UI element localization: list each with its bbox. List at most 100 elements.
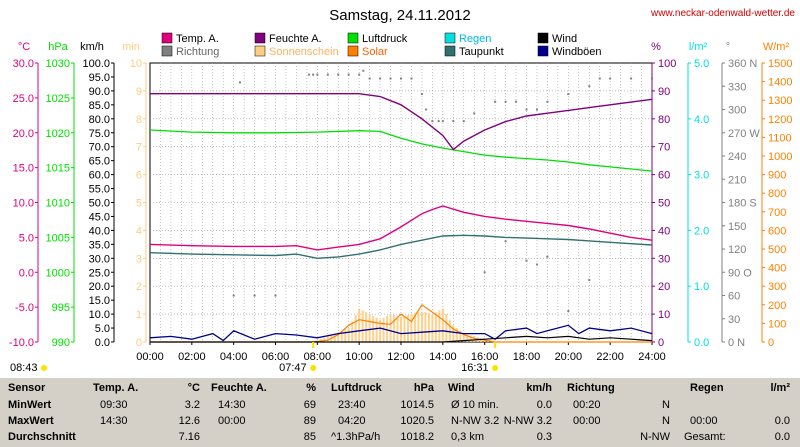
- sunshine-bar: [354, 315, 357, 342]
- wind-axis-unit: km/h: [80, 41, 104, 53]
- sunshine-bar: [393, 315, 396, 342]
- sunshine-bar: [333, 333, 336, 342]
- site-url: www.neckar-odenwald-wetter.de: [650, 8, 795, 19]
- humidity-axis-label: 10: [658, 309, 670, 321]
- direction-axis-label: 90 O: [728, 267, 752, 279]
- header-humidity-unit: %: [306, 382, 316, 394]
- direction-point: [420, 93, 423, 95]
- solar-axis-label: 1200: [768, 114, 792, 126]
- x-tick-label: 06:00: [262, 351, 290, 363]
- direction-point: [651, 77, 653, 80]
- direction-point: [525, 108, 528, 111]
- row-humidity-value: 89: [303, 415, 316, 427]
- wind-axis-label: 95.0: [89, 72, 110, 84]
- pressure-axis-label: 1010: [46, 198, 70, 210]
- legend-label: Sonnenschein: [269, 46, 339, 58]
- temp-axis-label: 15.0: [13, 163, 34, 175]
- sunshine-axis-label: 10: [130, 58, 142, 70]
- chart-title: Samstag, 24.11.2012: [329, 7, 471, 24]
- row-direction-time: 00:00: [573, 415, 601, 427]
- sunshine-bar: [337, 332, 340, 342]
- sunshine-bar: [344, 329, 347, 342]
- row-pressure-value: 1020.5: [400, 415, 434, 427]
- legend-label: Taupunkt: [459, 46, 504, 58]
- weather-chart: Samstag, 24.11.2012 www.neckar-odenwald-w…: [9, 7, 796, 374]
- row-humidity-time: 14:30: [218, 399, 246, 411]
- solar-axis-label: 700: [768, 207, 786, 219]
- sunshine-axis-label: 6: [136, 170, 142, 182]
- temp-axis-label: -5.0: [15, 302, 34, 314]
- pressure-axis-label: 1030: [46, 58, 70, 70]
- x-tick-label: 18:00: [513, 351, 541, 363]
- sunshine-bar: [469, 335, 472, 342]
- header-rain-unit: l/m²: [770, 382, 790, 394]
- sunshine-bar: [365, 312, 368, 342]
- sunshine-bar: [413, 313, 416, 342]
- pressure-axis-label: 1005: [46, 232, 70, 244]
- direction-point: [546, 255, 549, 258]
- row-label: Durchschnitt: [8, 431, 76, 443]
- direction-point: [274, 294, 277, 297]
- rain-axis-label: 2.0: [694, 225, 709, 237]
- sunshine-bar: [462, 333, 465, 342]
- wind-axis-label: 35.0: [89, 239, 110, 251]
- sunshine-bar: [326, 336, 329, 342]
- solar-axis-label: 900: [768, 170, 786, 182]
- direction-point: [379, 77, 382, 80]
- direction-point: [316, 73, 319, 76]
- row-wind-value: 0.0: [536, 399, 552, 411]
- wind-axis-label: 75.0: [89, 128, 110, 140]
- humidity-axis-unit: %: [651, 41, 661, 53]
- header-wind-unit: km/h: [526, 382, 552, 394]
- series-windboeen: [149, 324, 653, 342]
- legend-label: Temp. A.: [176, 33, 219, 45]
- sunshine-bar: [480, 338, 483, 342]
- pressure-axis-label: 1020: [46, 128, 70, 140]
- solar-axis-label: 200: [768, 300, 786, 312]
- sunshine-bar: [375, 317, 378, 342]
- wind-axis-label: 30.0: [89, 253, 110, 265]
- header-pressure-unit: hPa: [413, 382, 434, 394]
- row-temp-time: 14:30: [100, 415, 128, 427]
- wind-axis-label: 80.0: [89, 114, 110, 126]
- row-direction-value: N-NW: [640, 431, 670, 443]
- x-tick-label: 22:00: [596, 351, 624, 363]
- direction-point: [441, 120, 444, 123]
- legend-swatch: [254, 32, 266, 44]
- sunshine-bar: [455, 328, 458, 342]
- header-wind: Wind: [448, 382, 475, 394]
- direction-axis-label: 210: [728, 174, 746, 186]
- x-tick-label: 02:00: [178, 351, 206, 363]
- header-temp: Temp. A.: [93, 382, 139, 394]
- direction-point: [232, 294, 235, 297]
- series-feuchte: [150, 92, 653, 151]
- wind-axis-label: 0.0: [95, 337, 110, 349]
- legend-swatch: [161, 32, 173, 44]
- temp-axis-label: -10.0: [9, 337, 34, 349]
- legend-swatch: [347, 32, 359, 44]
- direction-point: [410, 77, 413, 80]
- solar-axis-label: 300: [768, 281, 786, 293]
- sunshine-bar: [431, 314, 434, 342]
- solar-axis-label: 1000: [768, 151, 792, 163]
- dawn-label: 08:43: [10, 362, 38, 374]
- direction-axis-label: 120: [728, 244, 746, 256]
- direction-point: [362, 69, 365, 72]
- wind-axis-label: 50.0: [89, 198, 110, 210]
- sunshine-bar: [361, 310, 364, 342]
- direction-point: [238, 81, 241, 84]
- direction-point: [588, 85, 591, 88]
- row-humidity-value: 69: [303, 399, 316, 411]
- direction-axis-label: 270 W: [728, 128, 760, 140]
- row-humidity-value: 85: [303, 431, 316, 443]
- sunshine-bar: [386, 315, 389, 342]
- header-pressure: Luftdruck: [331, 382, 382, 394]
- row-wind-value: 0.3: [536, 431, 552, 443]
- wind-axis-label: 40.0: [89, 225, 110, 237]
- row-label: MinWert: [8, 399, 52, 411]
- legend-swatch: [537, 45, 549, 57]
- row-wind-time: N-NW 3.2: [451, 415, 500, 427]
- humidity-axis-label: 30: [658, 253, 670, 265]
- direction-point: [347, 73, 350, 76]
